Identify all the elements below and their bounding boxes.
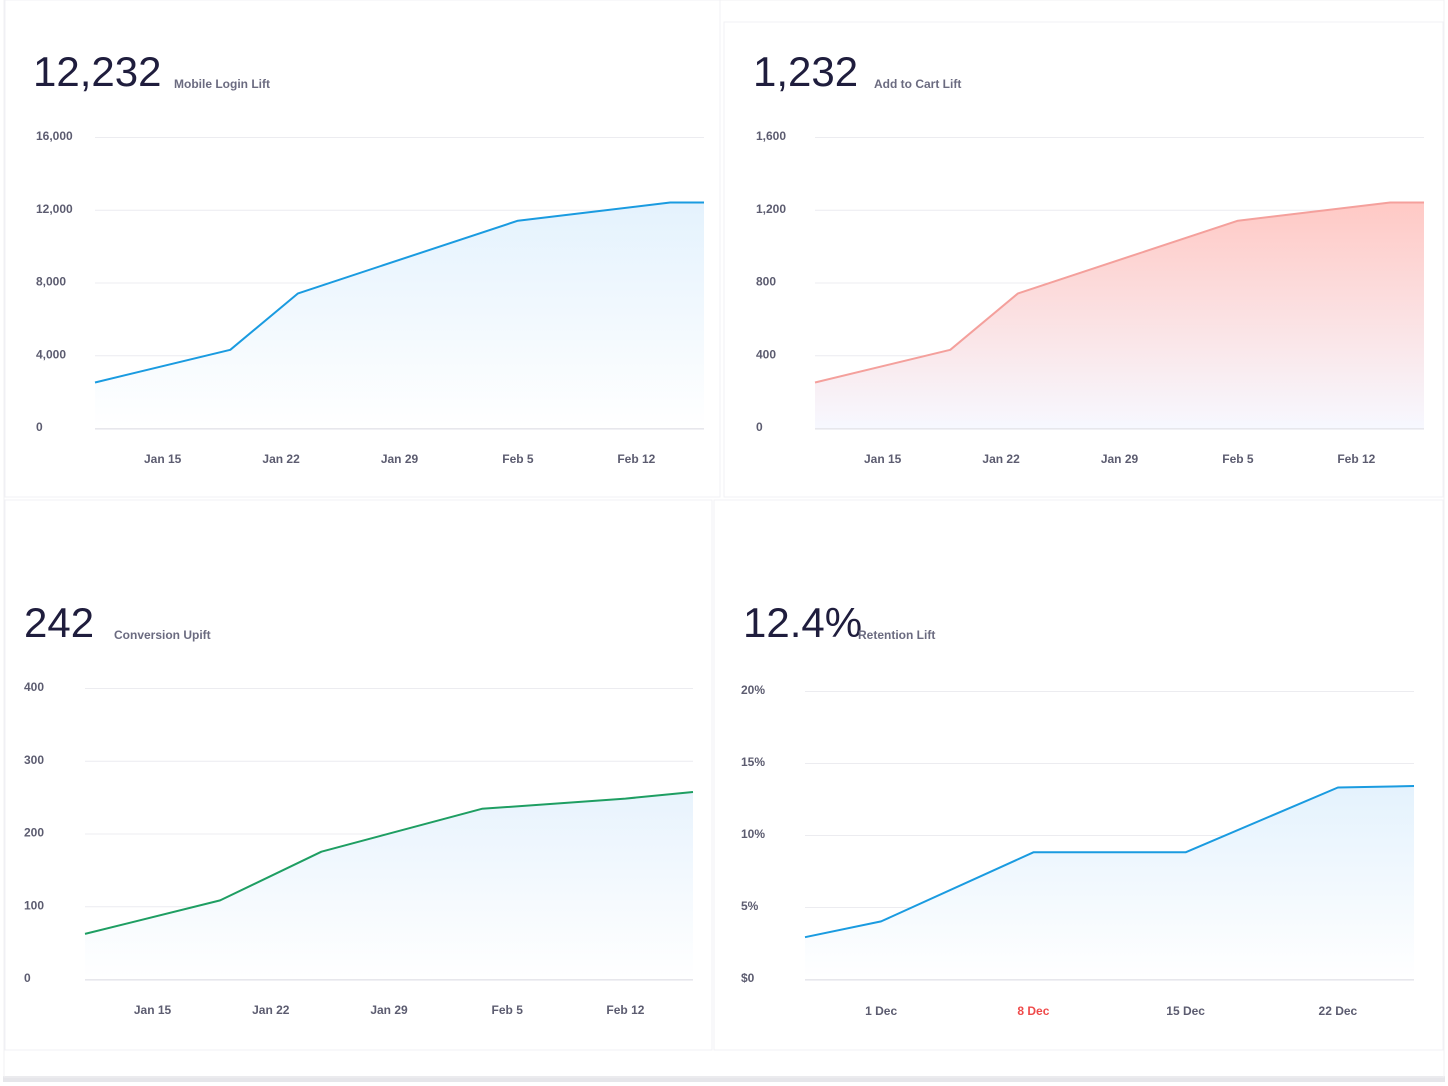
y-tick-label: 300	[24, 753, 44, 767]
x-tick-label: 22 Dec	[1319, 1004, 1358, 1018]
y-tick-label: 16,000	[36, 129, 73, 143]
y-tick-label: 800	[756, 275, 776, 289]
x-tick-label: Feb 5	[1222, 452, 1254, 466]
y-tick-label: 400	[756, 347, 776, 361]
y-tick-label: 400	[24, 680, 44, 694]
chart-title: Add to Cart Lift	[874, 77, 961, 91]
bottom-shadow	[3, 1076, 1445, 1082]
x-tick-label: 15 Dec	[1166, 1004, 1205, 1018]
x-tick-label: Jan 15	[144, 452, 182, 466]
line	[814, 201, 1424, 384]
chart-title: Conversion Upift	[114, 628, 211, 642]
y-tick-label: 0	[756, 420, 763, 434]
x-tick-label: 8 Dec	[1017, 1004, 1049, 1018]
line	[804, 785, 1415, 939]
headline-value: 1,232	[753, 48, 858, 95]
y-tick-label: 200	[24, 826, 44, 840]
y-tick-label: 0	[24, 971, 31, 985]
x-tick-label: Feb 5	[492, 1003, 524, 1017]
x-tick-label: Jan 29	[1101, 452, 1139, 466]
x-tick-label: Jan 22	[262, 452, 300, 466]
x-tick-label: Jan 15	[134, 1003, 172, 1017]
line	[94, 201, 704, 384]
y-tick-label: 10%	[741, 827, 765, 841]
x-tick-label: 1 Dec	[865, 1004, 897, 1018]
y-tick-label: 20%	[741, 683, 765, 697]
area	[95, 202, 704, 428]
chart-title: Retention Lift	[858, 628, 935, 642]
x-tick-label: Jan 15	[864, 452, 902, 466]
x-tick-label: Jan 29	[370, 1003, 408, 1017]
x-tick-label: Feb 12	[617, 452, 655, 466]
y-tick-label: 4,000	[36, 347, 66, 361]
headline-value: 12.4%	[743, 599, 862, 646]
y-tick-label: 8,000	[36, 275, 66, 289]
y-tick-label: $0	[741, 971, 755, 985]
y-tick-label: 5%	[741, 899, 759, 913]
y-tick-label: 0	[36, 420, 43, 434]
x-tick-label: Feb 5	[502, 452, 534, 466]
headline-value: 242	[24, 599, 94, 646]
x-tick-label: Feb 12	[606, 1003, 644, 1017]
frame	[3, 0, 1445, 1078]
area	[85, 792, 693, 979]
y-tick-label: 1,200	[756, 202, 786, 216]
chart-title: Mobile Login Lift	[174, 77, 270, 91]
y-tick-label: 15%	[741, 755, 765, 769]
y-tick-label: 1,600	[756, 129, 786, 143]
x-tick-label: Jan 29	[381, 452, 419, 466]
x-tick-label: Jan 22	[252, 1003, 290, 1017]
headline-value: 12,232	[33, 48, 161, 95]
y-tick-label: 12,000	[36, 202, 73, 216]
area	[815, 202, 1424, 428]
area	[805, 786, 1414, 979]
x-tick-label: Jan 22	[982, 452, 1020, 466]
y-tick-label: 100	[24, 898, 44, 912]
x-tick-label: Feb 12	[1337, 452, 1375, 466]
line	[84, 791, 694, 935]
